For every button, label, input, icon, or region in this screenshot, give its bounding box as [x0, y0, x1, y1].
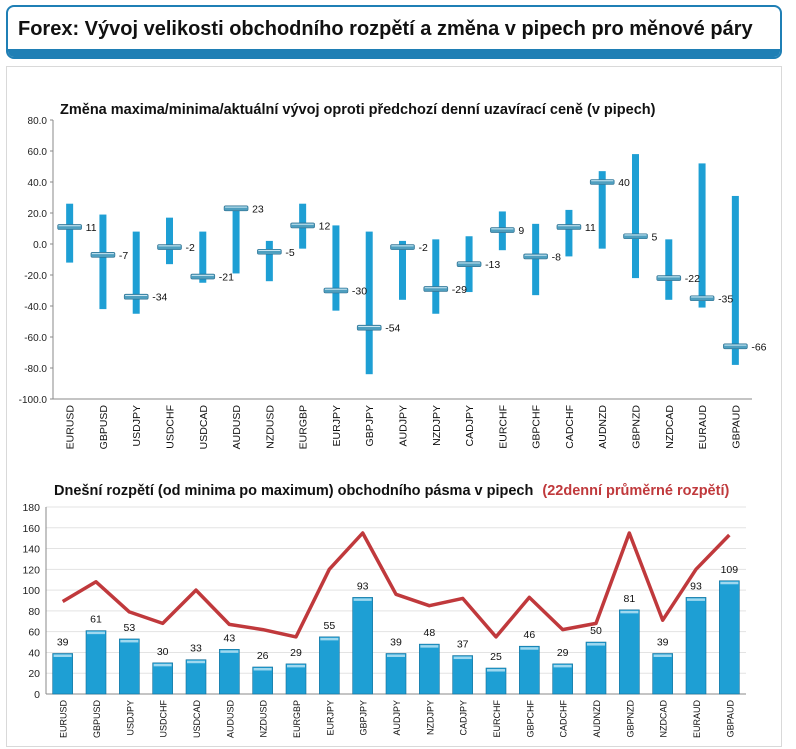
range-bar — [731, 195, 739, 365]
current-value-label: -66 — [751, 341, 766, 353]
range-bar — [432, 239, 440, 314]
range-bar — [632, 154, 639, 279]
current-marker — [190, 273, 216, 280]
range-chart-title: Změna maxima/minima/aktuální vývoj oprot… — [60, 102, 656, 118]
range-bar — [166, 217, 173, 265]
current-value-label: -13 — [485, 259, 500, 271]
header-accent-bar — [8, 49, 780, 57]
current-value-label: -21 — [219, 272, 234, 284]
range-x-tick-label: EURGBP — [298, 405, 310, 449]
current-marker — [390, 244, 415, 250]
range-y-tick-label: -100.0 — [19, 395, 48, 406]
range-x-tick-label: EURJPY — [331, 405, 343, 446]
range-x-tick-label: USDCAD — [198, 405, 210, 450]
range-x-tick-label: CADJPY — [464, 405, 476, 446]
range-bar — [532, 223, 540, 296]
range-bar — [199, 231, 207, 283]
range-bar — [265, 240, 273, 282]
page-header: Forex: Vývoj velikosti obchodního rozpět… — [6, 5, 782, 59]
current-value-label: -5 — [285, 247, 294, 259]
current-value-label: 23 — [252, 203, 264, 215]
range-y-tick-label: 0.0 — [33, 240, 47, 251]
current-marker — [123, 293, 149, 300]
range-x-tick-label: EURCHF — [497, 405, 509, 449]
range-y-tick-label: 40.0 — [28, 178, 48, 189]
range-y-tick-label: -60.0 — [24, 333, 47, 344]
current-marker — [689, 295, 715, 302]
current-marker — [556, 224, 582, 230]
current-marker — [223, 205, 249, 212]
current-marker — [157, 244, 182, 250]
current-value-label: -30 — [352, 286, 367, 298]
current-value-label: 11 — [86, 222, 97, 234]
range-x-tick-label: USDJPY — [131, 405, 143, 446]
range-bar — [565, 209, 573, 257]
range-bar — [99, 214, 107, 310]
range-bar — [598, 171, 606, 249]
range-x-tick-label: AUDJPY — [398, 405, 410, 446]
range-y-tick-label: 60.0 — [28, 147, 48, 158]
range-bar — [232, 206, 240, 274]
current-value-label: -34 — [152, 292, 167, 304]
range-x-tick-label: NZDJPY — [431, 405, 443, 446]
range-bar — [365, 231, 373, 375]
current-marker — [723, 343, 748, 350]
current-value-label: 11 — [585, 222, 596, 234]
current-value-label: 9 — [518, 225, 524, 237]
range-chart-axes: 80.0 60.0 40.0 20.0 0.0 -20.0 -40.0 -60.0 -80.0 -… — [19, 116, 752, 406]
current-value-label: -29 — [452, 284, 467, 296]
current-marker — [423, 286, 449, 292]
range-x-tick-label: NZDUSD — [264, 405, 276, 449]
range-x-tick-label: EURAUD — [697, 405, 709, 450]
current-value-label: -7 — [119, 250, 128, 262]
range-y-tick-label: -80.0 — [24, 364, 47, 375]
range-bar — [698, 163, 706, 308]
range-bar — [332, 225, 340, 311]
current-marker — [57, 224, 82, 230]
current-marker — [257, 248, 282, 255]
range-bar — [399, 240, 406, 300]
range-bar — [66, 203, 74, 263]
range-chart-labels: 11 EURUSD -7 GBPUSD -34 USDJPY -2 USDCHF -21 USDC… — [65, 177, 767, 449]
current-value-label: 5 — [652, 231, 658, 243]
range-x-tick-label: GBPUSD — [98, 405, 110, 450]
range-x-tick-label: AUDUSD — [231, 405, 243, 450]
range-x-tick-label: GBPJPY — [364, 405, 376, 446]
range-chart-marks — [57, 154, 748, 375]
current-value-label: -2 — [419, 242, 428, 254]
range-x-tick-label: CADCHF — [564, 405, 576, 449]
current-marker — [523, 253, 548, 260]
range-x-tick-label: GBPNZD — [631, 405, 643, 449]
current-value-label: 12 — [319, 220, 331, 232]
range-x-tick-label: USDCHF — [165, 405, 177, 449]
current-value-label: -22 — [685, 273, 700, 285]
current-marker — [589, 179, 615, 185]
range-x-tick-label: EURUSD — [65, 405, 77, 450]
page-title: Forex: Vývoj velikosti obchodního rozpět… — [18, 18, 753, 40]
range-x-tick-label: GBPCHF — [531, 405, 543, 449]
range-x-tick-label: NZDCAD — [664, 405, 676, 449]
current-marker — [490, 227, 515, 233]
range-y-tick-label: -20.0 — [24, 271, 47, 282]
range-y-tick-label: 20.0 — [28, 209, 48, 220]
range-x-tick-label: AUDNZD — [597, 405, 609, 449]
current-marker — [623, 233, 648, 240]
current-value-label: 40 — [618, 177, 630, 189]
current-marker — [356, 324, 382, 331]
current-marker — [323, 287, 349, 294]
current-value-label: -2 — [186, 242, 195, 254]
current-marker — [456, 261, 482, 267]
range-x-tick-label: GBPAUD — [730, 405, 742, 449]
current-marker — [656, 275, 682, 281]
current-value-label: -8 — [552, 251, 561, 263]
current-marker — [90, 252, 116, 258]
current-marker — [290, 222, 315, 229]
range-y-tick-label: -40.0 — [24, 302, 47, 313]
current-value-label: -54 — [385, 323, 400, 335]
range-y-tick-label: 80.0 — [28, 116, 48, 127]
range-bar — [132, 231, 140, 314]
current-value-label: -35 — [718, 293, 733, 305]
range-bar — [665, 239, 673, 300]
